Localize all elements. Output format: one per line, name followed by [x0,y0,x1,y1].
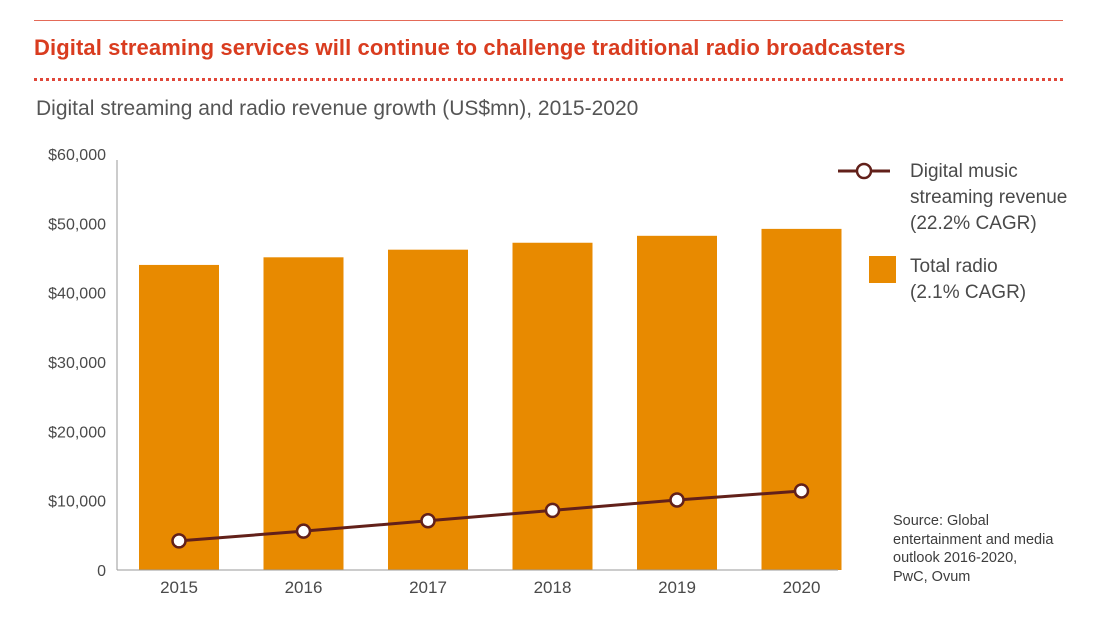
legend-line-point [855,162,873,180]
bar-2019 [637,235,717,570]
y-tick-label: $10,000 [48,494,106,511]
y-tick-label: $20,000 [48,424,106,441]
bar-2015 [139,264,219,570]
streaming-line [178,489,802,543]
x-tick-label: 2018 [534,578,572,597]
y-tick-label: $40,000 [48,286,106,303]
top-rule [34,20,1063,21]
streaming-point-2018 [544,502,561,519]
dotted-divider [34,78,1063,81]
streaming-point-2020 [793,483,810,499]
x-tick-label: 2020 [783,578,821,597]
chart-title: Digital streaming services will continue… [34,35,906,60]
streaming-point-2017 [420,513,436,529]
y-tick-label: $50,000 [48,216,106,233]
source-line: entertainment and media [893,531,1054,548]
source-line: Source: Global [893,513,989,529]
x-tick-label: 2015 [160,578,198,597]
legend-streaming-label: streaming revenue [910,187,1067,208]
legend-radio-label: (2.1% CAGR) [910,282,1026,303]
source-line: PwC, Ovum [893,568,971,585]
bar-2018 [512,242,593,570]
streaming-point-2016 [295,523,312,539]
chart-subtitle: Digital streaming and radio revenue grow… [36,97,639,120]
x-tick-label: 2019 [658,578,696,597]
y-tick-label: $30,000 [48,355,106,372]
streaming-point-2019 [669,492,685,508]
x-tick-label: 2017 [409,578,447,597]
source-line: outlook 2016-2020, [893,550,1018,566]
streaming-point-2015 [171,533,187,549]
legend-streaming-label: (22.2% CAGR) [910,213,1037,234]
legend-streaming-label: Digital music [910,161,1018,182]
source-note: Source: Global entertainment and media o… [893,512,1093,586]
legend-radio-label: Total radio [910,256,998,277]
y-tick-label: $60,000 [48,147,106,164]
bar-2020 [761,228,842,570]
legend-bar-swatch [869,256,896,283]
y-tick-label: 0 [97,563,106,580]
x-tick-label: 2016 [285,578,323,597]
bar-2016 [263,257,344,570]
